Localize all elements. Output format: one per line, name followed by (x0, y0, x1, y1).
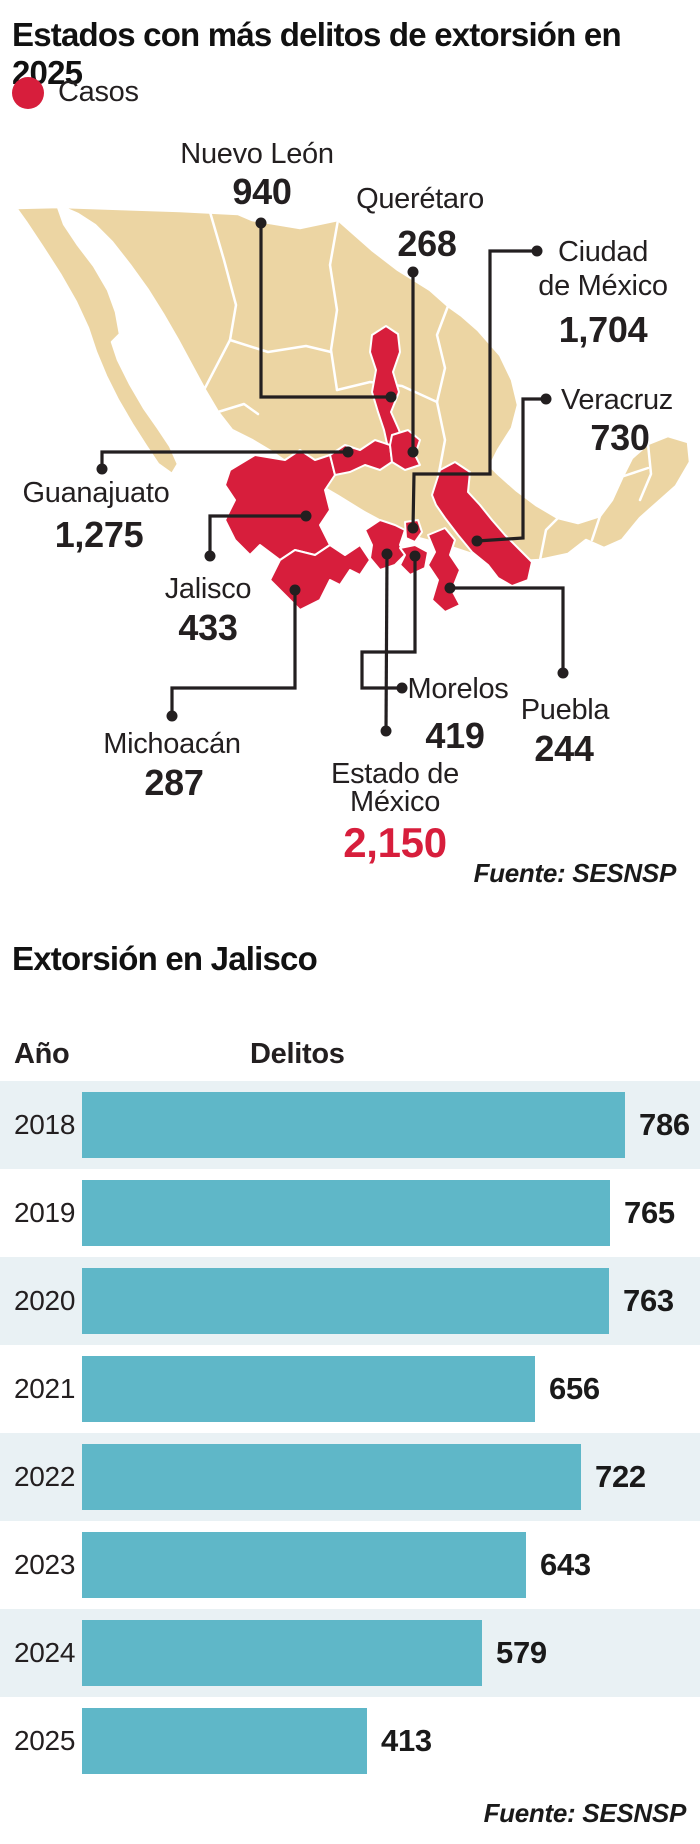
callout-edomex-value: 2,150 (343, 819, 447, 866)
callout-morelos-value: 419 (425, 715, 484, 756)
table-row: 2023 643 (0, 1521, 700, 1609)
map-leader-lines (96, 217, 569, 737)
callout-guanajuato-name: Guanajuato (23, 477, 170, 509)
table-row: 2018 786 (0, 1081, 700, 1169)
callout-nuevo-leon-name: Nuevo León (180, 138, 333, 170)
mexico-extortion-map: Nuevo León 940 Querétaro 268 Ciudad de M… (14, 138, 692, 866)
table-row: 2021 656 (0, 1345, 700, 1433)
value-label: 643 (540, 1547, 591, 1582)
callout-cdmx-name-2: de México (538, 270, 667, 302)
table-row: 2025 413 (0, 1697, 700, 1785)
infographic-title: Estados con más delitos de extorsión en … (12, 16, 622, 91)
legend-cases-dot-icon (12, 76, 44, 109)
callout-queretaro-value: 268 (397, 223, 456, 264)
map-source-note: Fuente: SESNSP (473, 858, 677, 888)
callout-puebla-value: 244 (534, 728, 593, 769)
map-callout-labels: Nuevo León 940 Querétaro 268 Ciudad de M… (23, 138, 674, 866)
legend-label: Casos (58, 76, 139, 108)
year-label: 2019 (14, 1197, 76, 1228)
value-bar (82, 1532, 526, 1598)
value-label: 765 (624, 1195, 675, 1230)
year-label: 2018 (14, 1109, 76, 1140)
callout-nuevo-leon-value: 940 (232, 171, 291, 212)
callout-morelos-name: Morelos (407, 673, 508, 705)
table-row: 2024 579 (0, 1609, 700, 1697)
value-bar (82, 1180, 610, 1246)
callout-queretaro-name: Querétaro (356, 183, 484, 215)
callout-edomex-name-1: Estado de (331, 758, 459, 790)
state-jalisco (224, 449, 336, 561)
year-label: 2023 (14, 1549, 76, 1580)
value-label: 786 (639, 1107, 690, 1142)
callout-jalisco-name: Jalisco (165, 573, 252, 605)
bar-chart-header: Año Delitos (0, 1038, 700, 1071)
callout-jalisco-value: 433 (178, 607, 237, 648)
state-estado-de-mexico (364, 519, 406, 571)
callout-cdmx-value: 1,704 (559, 309, 648, 350)
year-label: 2022 (14, 1461, 76, 1492)
year-label: 2020 (14, 1285, 76, 1316)
bar-chart-source-note: Fuente: SESNSP (483, 1798, 687, 1828)
value-bar (82, 1268, 609, 1334)
legend: Casos (12, 76, 139, 109)
value-bar (82, 1356, 535, 1422)
value-label: 579 (496, 1635, 547, 1670)
callout-veracruz-name: Veracruz (561, 384, 673, 416)
value-label: 763 (623, 1283, 674, 1318)
year-label: 2021 (14, 1373, 76, 1404)
callout-michoacan-name: Michoacán (103, 728, 241, 760)
table-row: 2020 763 (0, 1257, 700, 1345)
column-header-delitos: Delitos (250, 1038, 345, 1070)
column-header-year: Año (14, 1038, 70, 1070)
callout-guanajuato-value: 1,275 (55, 514, 144, 555)
value-bar (82, 1444, 581, 1510)
bar-chart-rows: 2018 786 2019 765 2020 763 2021 656 2022… (0, 1081, 700, 1785)
value-label: 656 (549, 1371, 600, 1406)
value-bar (82, 1620, 482, 1686)
year-label: 2024 (14, 1637, 76, 1668)
value-bar (82, 1092, 625, 1158)
callout-puebla-name: Puebla (521, 694, 611, 726)
callout-edomex-name-2: México (350, 786, 440, 818)
table-row: 2019 765 (0, 1169, 700, 1257)
state-puebla (427, 527, 461, 613)
state-veracruz (431, 461, 533, 587)
value-bar (82, 1708, 367, 1774)
value-label: 413 (381, 1723, 432, 1758)
callout-cdmx-name-1: Ciudad (558, 236, 648, 268)
map-baja-california (14, 205, 180, 476)
year-label: 2025 (14, 1725, 76, 1756)
callout-michoacan-value: 287 (144, 762, 203, 803)
bar-chart-title: Extorsión en Jalisco (12, 940, 318, 977)
table-row: 2022 722 (0, 1433, 700, 1521)
value-label: 722 (595, 1459, 646, 1494)
callout-veracruz-value: 730 (590, 417, 649, 458)
